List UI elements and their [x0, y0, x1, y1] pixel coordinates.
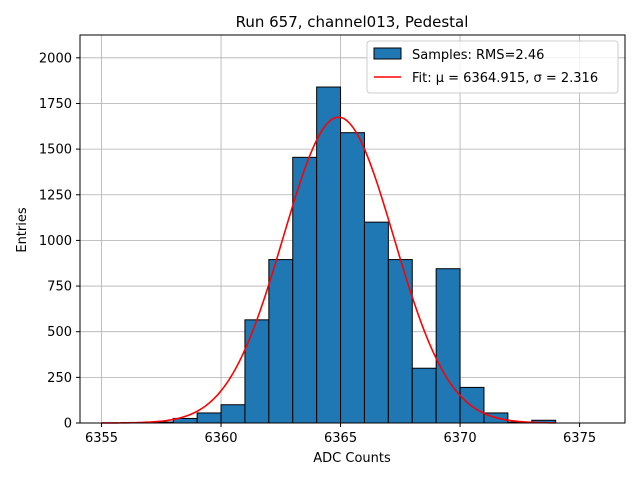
histogram-bar: [411, 367, 437, 424]
histogram-bar: [220, 404, 246, 424]
y-tick-label: 250: [47, 371, 72, 386]
x-tick-label: 6365: [324, 431, 357, 446]
y-tick-label: 500: [47, 325, 72, 340]
histogram-bar: [459, 386, 485, 424]
histogram-bar: [435, 268, 461, 424]
y-tick-label: 1000: [39, 234, 72, 249]
chart-title: Run 657, channel013, Pedestal: [236, 13, 469, 31]
x-tick-label: 6355: [85, 431, 118, 446]
legend-box: [366, 40, 619, 94]
y-tick-label: 1750: [39, 97, 72, 112]
histogram-bar: [363, 221, 389, 424]
histogram-bar: [340, 132, 365, 424]
y-axis-title: Entries: [15, 207, 30, 253]
legend-bar-swatch: [373, 47, 402, 60]
y-tick-label: 1500: [39, 143, 72, 158]
y-tick-label: 0: [64, 417, 72, 432]
y-tick-label: 2000: [39, 51, 72, 66]
histogram-bar: [244, 319, 270, 424]
x-tick-label: 6370: [444, 431, 477, 446]
histogram-bar: [196, 412, 222, 424]
histogram-bar: [316, 86, 342, 424]
plot-frame: [79, 34, 626, 424]
x-axis-title: ADC Counts: [313, 451, 391, 466]
y-tick-label: 1250: [39, 188, 72, 203]
x-tick-label: 6375: [563, 431, 596, 446]
legend-label-samples: Samples: RMS=2.46: [412, 48, 544, 63]
fit-curve: [101, 116, 556, 424]
legend: Samples: RMS=2.46 Fit: μ = 6364.915, σ =…: [366, 40, 619, 94]
histogram-bars: [148, 86, 557, 424]
axis-ticks: 6355 6360 6365 6370 6375 0 250 500 750 1000 1250 15…: [39, 51, 596, 446]
legend-label-fit: Fit: μ = 6364.915, σ = 2.316: [412, 71, 598, 86]
histogram-bar: [292, 156, 318, 424]
x-tick-label: 6360: [204, 431, 237, 446]
histogram-bar: [268, 259, 294, 424]
y-tick-label: 750: [47, 280, 72, 295]
